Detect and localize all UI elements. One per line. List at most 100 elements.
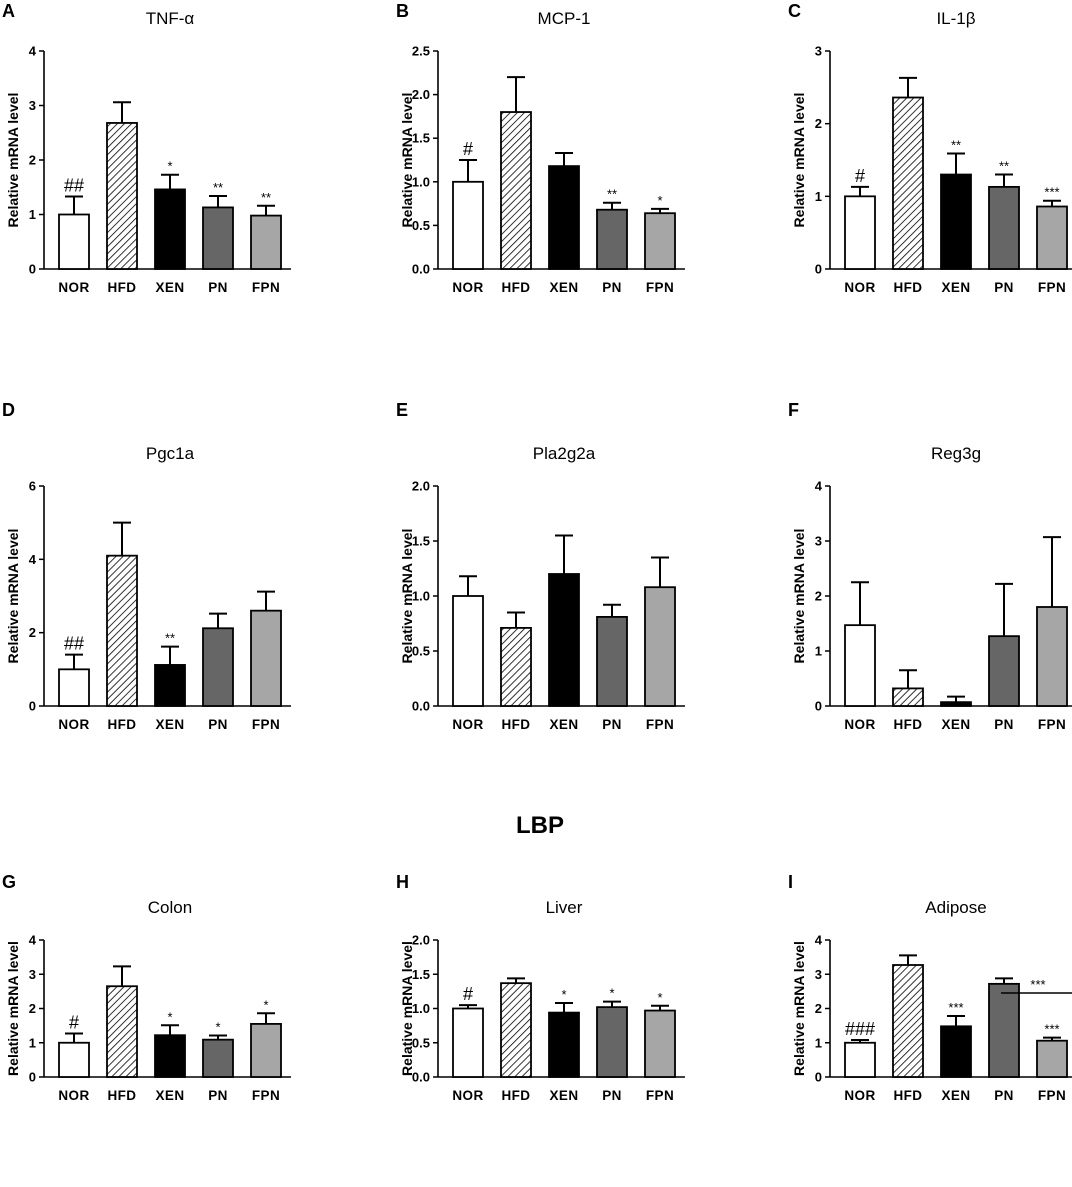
panel-g: G Colon Relative mRNA level 0 1 2 3 4 # NOR HFD * XE… [2, 872, 291, 1103]
y-axis-label: Relative mRNA level [791, 941, 807, 1076]
x-tick-label: HFD [894, 280, 923, 295]
x-tick-label: FPN [252, 1088, 280, 1103]
bar-nor [844, 1041, 876, 1078]
x-tick-label: FPN [1038, 1088, 1066, 1103]
x-tick-label: NOR [58, 280, 89, 295]
x-tick-label: NOR [58, 717, 89, 732]
y-tick-label: 0 [29, 1070, 36, 1085]
y-tick-label: 1.0 [412, 589, 430, 604]
y-tick-label: 2 [29, 153, 36, 168]
y-axis-label: Relative mRNA level [399, 529, 415, 664]
panel-label: I [788, 872, 793, 892]
x-tick-label: HFD [108, 1088, 137, 1103]
x-tick-label: NOR [844, 280, 875, 295]
x-tick-label: NOR [452, 717, 483, 732]
y-tick-label: 3 [29, 967, 36, 982]
significance-label: *** [1044, 1022, 1059, 1037]
y-axis-label: Relative mRNA level [5, 941, 21, 1076]
y-tick-label: 2 [815, 589, 822, 604]
x-tick-label: XEN [156, 717, 185, 732]
panel-label: D [2, 400, 15, 420]
significance-label: ### [845, 1019, 875, 1039]
y-tick-label: 1.0 [412, 174, 430, 189]
y-tick-label: 2 [815, 116, 822, 131]
x-tick-label: PN [602, 717, 622, 732]
significance-label: * [263, 997, 268, 1012]
x-tick-label: NOR [452, 1088, 483, 1103]
bar-nor [58, 668, 90, 707]
bracket-significance-label: *** [1030, 977, 1045, 992]
significance-label: * [657, 990, 662, 1005]
panel-label: E [396, 400, 408, 420]
significance-label: ** [213, 180, 223, 195]
panel-d: D Pgc1a Relative mRNA level 0 2 4 6 ## NOR HFD ** X… [2, 400, 291, 732]
x-tick-label: XEN [550, 280, 579, 295]
bar-nor [452, 180, 484, 270]
x-tick-label: PN [994, 280, 1014, 295]
panel-f: F Reg3g Relative mRNA level 0 1 2 3 4 NOR HFD XEN P… [788, 400, 1072, 732]
x-tick-label: HFD [108, 717, 137, 732]
bar-hfd [892, 964, 924, 1078]
x-tick-label: FPN [1038, 280, 1066, 295]
y-tick-label: 2 [29, 625, 36, 640]
panel-label: F [788, 400, 799, 420]
y-tick-label: 1.5 [412, 131, 430, 146]
bar-xen [154, 664, 186, 707]
significance-label: * [561, 987, 566, 1002]
bar-pn [202, 206, 234, 270]
y-axis-label: Relative mRNA level [5, 529, 21, 664]
bar-hfd [500, 111, 532, 270]
bar-hfd [500, 982, 532, 1078]
panel-title: IL-1β [936, 9, 975, 28]
bar-pn [988, 982, 1020, 1078]
x-tick-label: PN [208, 717, 228, 732]
y-tick-label: 2.0 [412, 87, 430, 102]
significance-label: * [657, 193, 662, 208]
x-tick-label: HFD [894, 1088, 923, 1103]
panel-c: C IL-1β Relative mRNA level 0 1 2 3 # NOR HFD ** XE… [788, 1, 1072, 295]
x-tick-label: PN [602, 280, 622, 295]
x-tick-label: PN [994, 717, 1014, 732]
y-tick-label: 0.5 [412, 644, 430, 659]
x-tick-label: NOR [452, 280, 483, 295]
significance-label: # [463, 984, 473, 1004]
y-tick-label: 0 [29, 262, 36, 277]
y-tick-label: 3 [815, 967, 822, 982]
bar-xen [548, 165, 580, 270]
significance-label: # [463, 139, 473, 159]
x-tick-label: FPN [646, 280, 674, 295]
x-tick-label: HFD [894, 717, 923, 732]
bar-fpn [250, 1023, 282, 1078]
x-tick-label: HFD [502, 1088, 531, 1103]
x-tick-label: XEN [156, 280, 185, 295]
y-axis-label: Relative mRNA level [399, 93, 415, 228]
significance-label: ** [999, 159, 1009, 174]
bar-xen [154, 188, 186, 270]
x-tick-label: NOR [58, 1088, 89, 1103]
bar-pn [988, 185, 1020, 270]
y-tick-label: 0.5 [412, 1035, 430, 1050]
bar-fpn [250, 214, 282, 270]
x-tick-label: PN [208, 1088, 228, 1103]
bar-xen [548, 573, 580, 707]
bar-hfd [106, 554, 138, 707]
y-tick-label: 4 [815, 933, 823, 948]
bar-hfd [500, 627, 532, 707]
bar-nor [452, 1007, 484, 1078]
y-tick-label: 0.0 [412, 699, 430, 714]
x-tick-label: XEN [550, 1088, 579, 1103]
panel-b: B MCP-1 Relative mRNA level 0.0 0.5 1.0 1.5 2.0… [396, 1, 685, 295]
x-tick-label: NOR [844, 1088, 875, 1103]
x-tick-label: PN [208, 280, 228, 295]
y-tick-label: 0 [29, 699, 36, 714]
bar-pn [988, 635, 1020, 707]
panel-title: Pgc1a [146, 444, 195, 463]
y-tick-label: 0.5 [412, 218, 430, 233]
panel-label: G [2, 872, 16, 892]
significance-label: *** [1044, 185, 1059, 200]
significance-label: * [167, 159, 172, 174]
bar-nor [844, 624, 876, 707]
y-tick-label: 1 [815, 1035, 822, 1050]
y-tick-label: 0 [815, 1070, 822, 1085]
